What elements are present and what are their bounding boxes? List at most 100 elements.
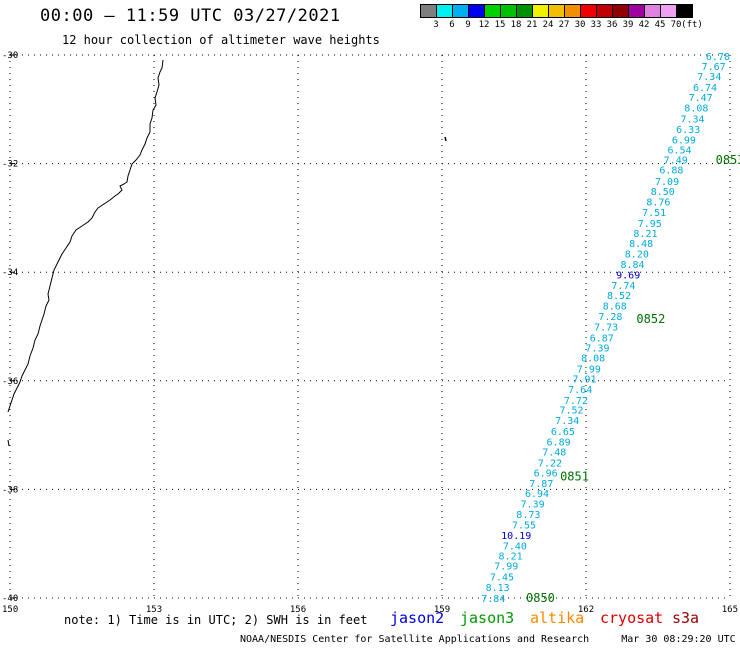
island-mark	[444, 136, 447, 142]
wave-height-value: 7.28	[598, 312, 622, 323]
wave-height-color-legend: 3 6 9 12 15 18 21 24 27 30 33 36 39 42 45 70 (ft)	[420, 4, 703, 30]
wave-height-value: 6.88	[659, 166, 683, 177]
wave-height-value: 7.51	[642, 208, 666, 219]
satellite-track: 6.787.677.346.747.478.087.346.336.996.54…	[481, 52, 730, 605]
legend-label: 18	[510, 20, 522, 30]
wave-height-value: 8.68	[603, 301, 627, 312]
wave-height-value: 8.08	[581, 353, 605, 364]
footer-note: note: 1) Time is in UTC; 2) SWH is in fe…	[64, 613, 368, 627]
legend-label: 3	[433, 20, 439, 30]
wave-height-value: 7.55	[512, 521, 536, 532]
pass-time-label: 0850	[526, 591, 555, 605]
wave-height-value: 8.76	[646, 198, 670, 209]
legend-swatch	[676, 4, 693, 18]
wave-height-value: 7.91	[572, 375, 596, 386]
coastline	[7, 59, 164, 413]
longitude-tick-labels: 150 153 156 159 162 165	[2, 605, 738, 615]
wave-height-value: 9.69	[616, 270, 640, 281]
wave-height-value: 7.48	[542, 447, 566, 458]
latitude-tick-labels: -30 -32 -34 -36 -38 -40	[2, 51, 18, 604]
longitude-label: 159	[434, 605, 450, 615]
longitude-label: 153	[146, 605, 162, 615]
wave-height-value: 7.34	[680, 115, 704, 126]
legend-label: 24	[542, 20, 554, 30]
wave-height-value: 6.89	[547, 438, 571, 449]
wave-height-value: 7.47	[689, 93, 713, 104]
wave-height-value: 6.78	[706, 52, 730, 63]
legend-swatches	[420, 4, 693, 18]
latitude-label: -34	[2, 268, 18, 278]
wave-height-value: 6.87	[590, 333, 614, 344]
legend-label: 27	[558, 20, 570, 30]
wave-height-value: 10.19	[501, 531, 531, 542]
legend-label: 70	[670, 20, 682, 30]
latitude-label: -38	[2, 485, 18, 495]
map-subtitle: 12 hour collection of altimeter wave hei…	[62, 33, 380, 47]
credit-timestamp: Mar 30 08:29:20 UTC 2021	[621, 634, 740, 645]
wave-height-value: 7.40	[503, 541, 527, 552]
wave-height-value: 7.99	[494, 561, 518, 572]
wave-height-value: 6.96	[534, 469, 558, 480]
map-title: 00:00 — 11:59 UTC 03/27/2021	[40, 6, 341, 26]
wave-height-value: 6.74	[693, 83, 717, 94]
wave-height-value: 8.84	[620, 260, 644, 271]
wave-height-value: 7.64	[568, 385, 592, 396]
wave-height-value: 7.45	[490, 572, 514, 583]
wave-height-value: 7.22	[538, 458, 562, 469]
wave-height-value: 7.39	[521, 500, 545, 511]
wave-height-value: 7.95	[638, 219, 662, 230]
legend-labels: 3 6 9 12 15 18 21 24 27 30 33 36 39 42 45 70 (ft)	[420, 18, 703, 30]
wave-height-value: 7.34	[555, 416, 579, 427]
legend-label: 30	[574, 20, 586, 30]
longitude-label: 150	[2, 605, 18, 615]
wave-height-value: 6.54	[668, 145, 692, 156]
wave-height-value: 8.48	[629, 239, 653, 250]
wave-height-value: 8.21	[499, 552, 523, 563]
legend-label: 45	[654, 20, 666, 30]
satellite-name: altika	[530, 609, 585, 627]
legend-label: 6	[449, 20, 455, 30]
wave-height-value: 7.09	[655, 177, 679, 188]
legend-label: 12	[478, 20, 490, 30]
wave-height-value: 7.87	[529, 479, 553, 490]
pass-time-label: 0852	[636, 312, 665, 326]
wave-height-value: 7.73	[594, 323, 618, 334]
satellite-name: jason2	[390, 609, 445, 627]
longitude-label: 162	[578, 605, 594, 615]
map-gridlines	[9, 54, 731, 599]
latitude-label: -40	[2, 594, 18, 604]
wave-height-value: 6.33	[676, 125, 700, 136]
wave-height-value: 7.49	[664, 155, 688, 166]
wave-height-value: 6.94	[525, 489, 549, 500]
wave-height-value: 8.13	[486, 583, 510, 594]
latitude-label: -36	[2, 377, 18, 387]
latitude-label: -32	[2, 160, 18, 170]
legend-label: 42	[638, 20, 650, 30]
wave-height-value: 8.50	[651, 187, 675, 198]
wave-height-value: 6.65	[551, 427, 575, 438]
latitude-label: -30	[2, 51, 18, 61]
satellite-name: jason3	[460, 609, 515, 627]
wave-height-value: 8.52	[607, 291, 631, 302]
satellite-name: cryosat	[600, 609, 664, 627]
legend-label: 21	[526, 20, 538, 30]
wave-height-value: 7.39	[585, 344, 609, 355]
satellite-name: s3a	[672, 609, 700, 627]
longitude-label: 165	[722, 605, 738, 615]
map-frame	[10, 54, 15, 599]
legend-unit: (ft)	[681, 20, 703, 30]
pass-time-label: 0853	[716, 153, 740, 167]
pass-time-labels: 0853 0852 0851 0850	[526, 153, 740, 605]
wave-height-value: 7.84	[481, 594, 505, 605]
wave-height-value: 7.52	[560, 406, 584, 417]
wave-height-value: 8.20	[625, 250, 649, 261]
wave-height-value: 7.72	[564, 396, 588, 407]
wave-height-value: 7.34	[697, 72, 721, 83]
longitude-label: 156	[290, 605, 306, 615]
legend-label: 36	[606, 20, 618, 30]
legend-label: 39	[622, 20, 634, 30]
coastline-fragment	[7, 439, 10, 447]
wave-height-value: 7.99	[577, 364, 601, 375]
pass-time-label: 0851	[560, 469, 589, 483]
